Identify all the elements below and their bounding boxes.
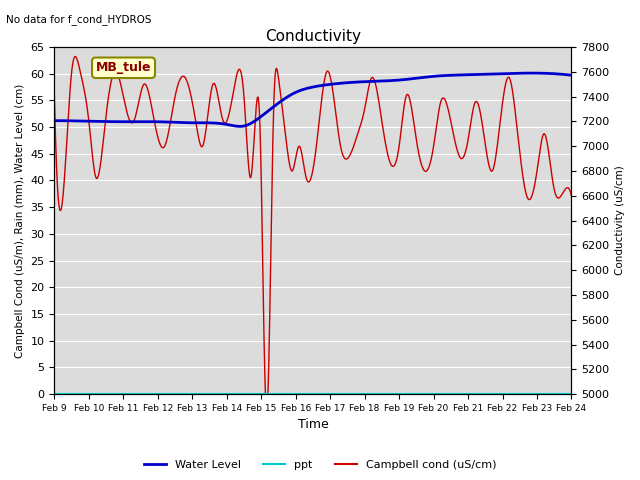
Y-axis label: Conductivity (uS/cm): Conductivity (uS/cm) — [615, 166, 625, 276]
Legend: Water Level, ppt, Campbell cond (uS/cm): Water Level, ppt, Campbell cond (uS/cm) — [140, 456, 500, 474]
Title: Conductivity: Conductivity — [265, 29, 361, 44]
X-axis label: Time: Time — [298, 419, 328, 432]
Text: No data for f_cond_HYDROS: No data for f_cond_HYDROS — [6, 14, 152, 25]
Y-axis label: Campbell Cond (uS/m), Rain (mm), Water Level (cm): Campbell Cond (uS/m), Rain (mm), Water L… — [15, 84, 25, 358]
Text: MB_tule: MB_tule — [96, 61, 151, 74]
